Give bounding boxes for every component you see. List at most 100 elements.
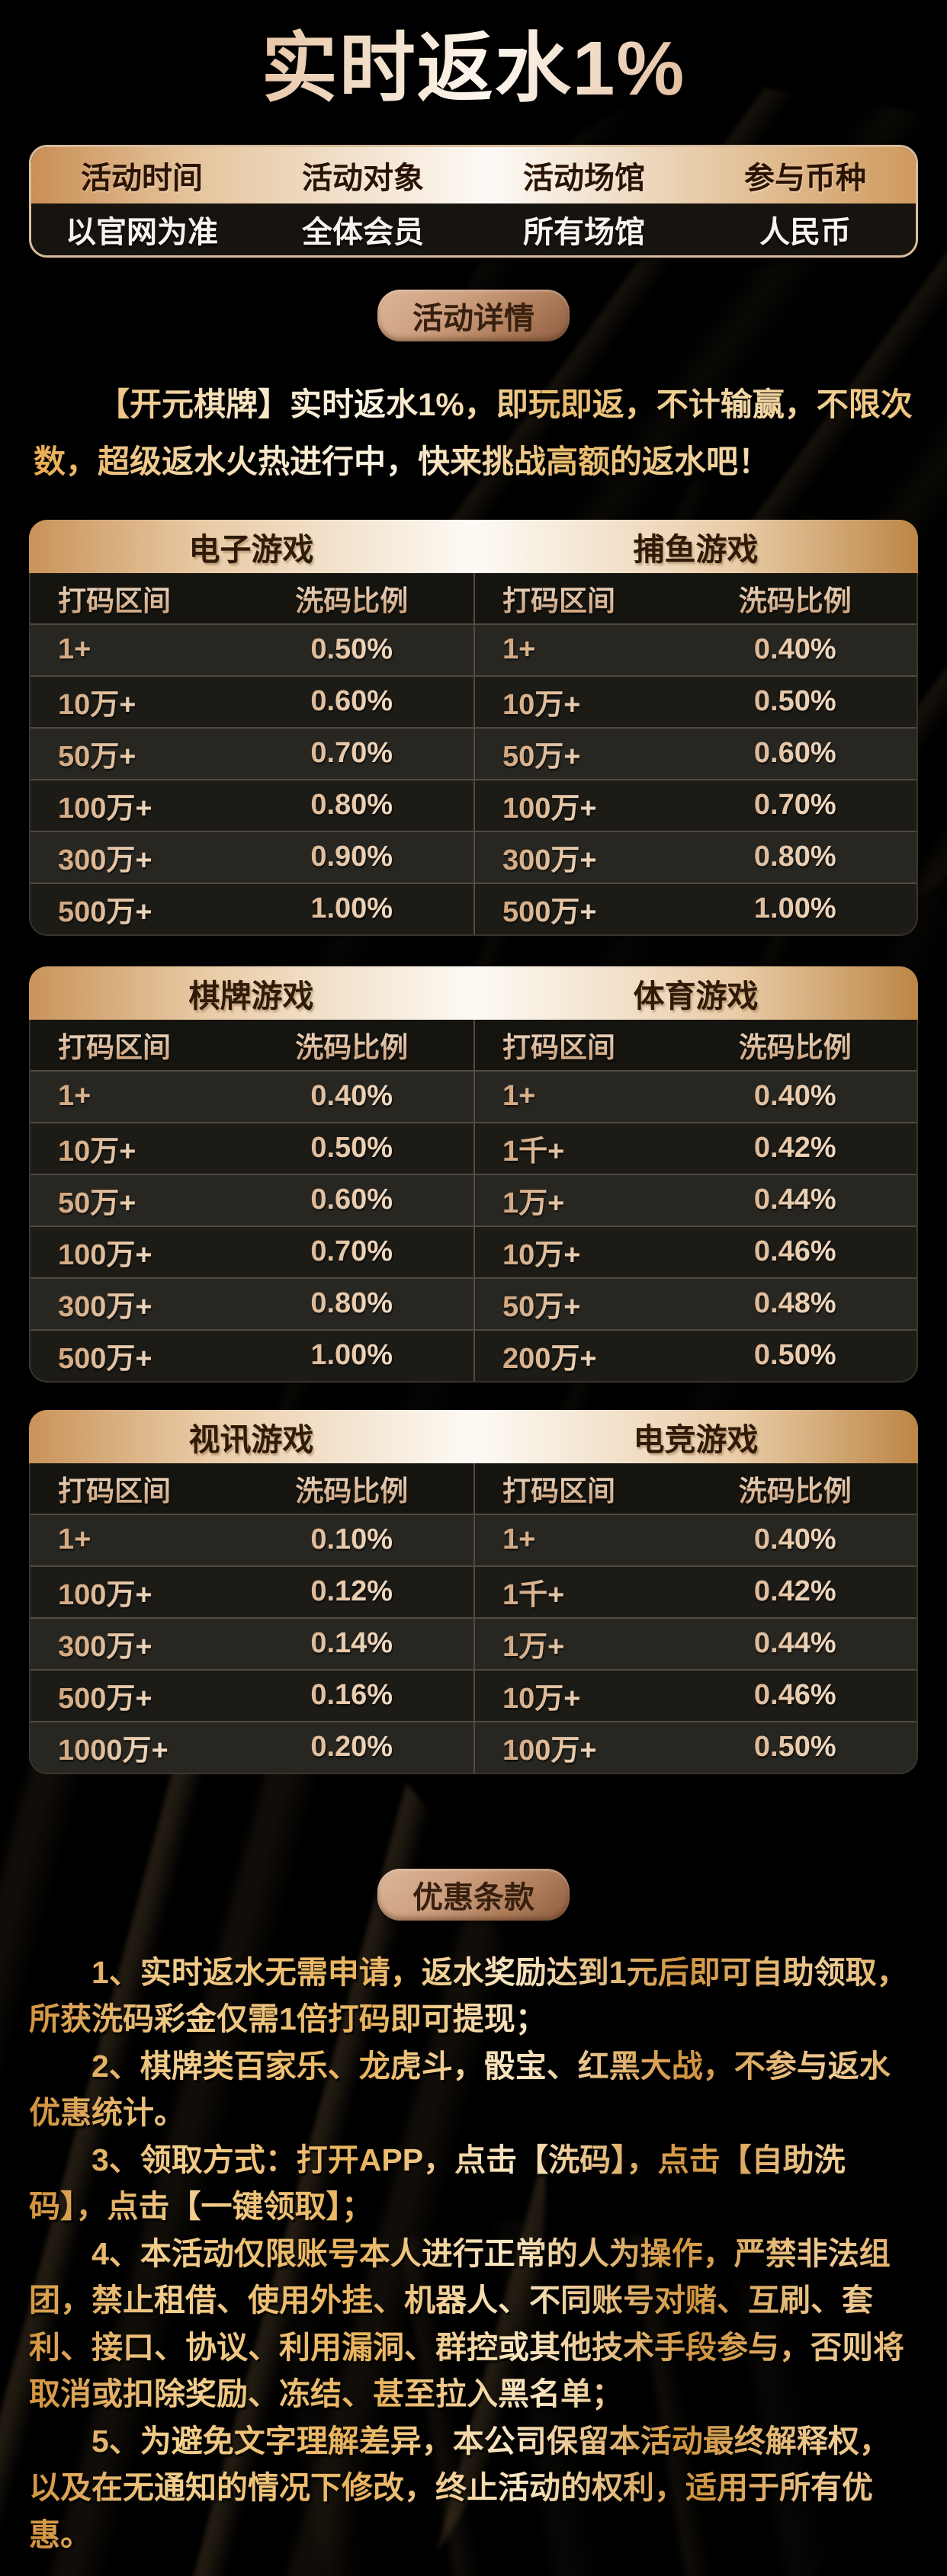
wager-range-header: 打码区间 xyxy=(475,1468,674,1509)
rate-row: 100万+ 0.70% xyxy=(30,1225,474,1277)
rebate-ratio-header: 洗码比例 xyxy=(230,1024,474,1065)
wager-range-header: 打码区间 xyxy=(475,1024,674,1065)
column-header-row: 打码区间 洗码比例 xyxy=(30,1019,474,1070)
rate-row: 1万+ 0.44% xyxy=(475,1173,917,1226)
rebate-ratio-cell: 1.00% xyxy=(230,1339,474,1372)
rate-row: 50万+ 0.70% xyxy=(30,726,474,779)
wager-range-cell: 500万+ xyxy=(30,1674,230,1716)
column-header-row: 打码区间 洗码比例 xyxy=(475,572,917,623)
game-title: 电子游戏 xyxy=(188,531,314,567)
rebate-ratio-cell: 0.10% xyxy=(230,1523,474,1556)
wager-range-header: 打码区间 xyxy=(30,1024,230,1065)
rebate-ratio-cell: 0.50% xyxy=(230,633,474,666)
wager-range-cell: 300万+ xyxy=(475,836,674,878)
rebate-ratio-cell: 0.40% xyxy=(674,1523,917,1556)
rate-row: 500万+ 1.00% xyxy=(30,1328,474,1381)
rate-row: 50万+ 0.60% xyxy=(475,726,917,779)
rate-row: 1千+ 0.42% xyxy=(475,1121,917,1174)
rebate-ratio-cell: 0.60% xyxy=(230,1184,474,1216)
rate-row: 1+ 0.10% xyxy=(30,1513,474,1565)
wager-range-cell: 500万+ xyxy=(30,888,230,930)
activity-description: 【开元棋牌】实时返水1%，即玩即返，不计输赢，不限次数，超级返水火热进行中，快来… xyxy=(34,376,913,491)
info-header-cell: 参与币种 xyxy=(744,162,866,195)
rebate-ratio-header: 洗码比例 xyxy=(230,1468,474,1509)
rate-half: 打码区间 洗码比例 1+ 0.40% 1千+ 0.42% 1万+ 0.44% 10万+ 0.46%… xyxy=(474,1463,917,1773)
rate-row: 50万+ 0.60% xyxy=(30,1173,474,1226)
terms-item: 2、棋牌类百家乐、龙虎斗，骰宝、红黑大战，不参与返水优惠统计。 xyxy=(29,2043,918,2137)
rebate-ratio-cell: 0.46% xyxy=(674,1679,917,1712)
rate-row: 1+ 0.40% xyxy=(475,623,917,675)
wager-range-cell: 50万+ xyxy=(475,732,674,774)
rebate-ratio-cell: 0.50% xyxy=(230,1132,474,1165)
game-title: 捕鱼游戏 xyxy=(633,531,759,567)
rate-row: 50万+ 0.48% xyxy=(475,1277,917,1329)
wager-range-cell: 100万+ xyxy=(30,1571,230,1613)
wager-range-cell: 300万+ xyxy=(30,836,230,878)
rate-table-body: 打码区间 洗码比例 1+ 0.10% 100万+ 0.12% 300万+ 0.14% 500万+… xyxy=(29,1463,918,1774)
rebate-ratio-cell: 0.60% xyxy=(230,685,474,718)
wager-range-cell: 1+ xyxy=(475,1080,674,1113)
details-badge-label: 活动详情 xyxy=(413,302,534,335)
terms-item: 3、领取方式：打开APP，点击【洗码】，点击【自助洗码】，点击【一键领取】； xyxy=(29,2137,918,2231)
rate-half: 打码区间 洗码比例 1+ 0.40% 10万+ 0.50% 50万+ 0.60% 100万+ 0.… xyxy=(474,572,917,934)
rebate-ratio-cell: 0.70% xyxy=(674,789,917,822)
rebate-ratio-cell: 0.48% xyxy=(674,1287,917,1320)
rebate-ratio-cell: 1.00% xyxy=(674,892,917,925)
wager-range-cell: 1千+ xyxy=(475,1571,674,1613)
rebate-ratio-cell: 0.40% xyxy=(674,633,917,666)
info-header-cell: 活动时间 xyxy=(81,162,203,195)
rebate-ratio-header: 洗码比例 xyxy=(230,578,474,619)
wager-range-cell: 50万+ xyxy=(30,732,230,774)
rate-row: 10万+ 0.46% xyxy=(475,1225,917,1277)
rebate-ratio-cell: 0.60% xyxy=(674,737,917,770)
wager-range-cell: 10万+ xyxy=(30,1127,230,1169)
rate-row: 10万+ 0.60% xyxy=(30,674,474,727)
info-value-cell: 以官网为准 xyxy=(66,216,218,249)
terms-list: 1、实时返水无需申请，返水奖励达到1元后即可自助领取，所获洗码彩金仅需1倍打码即… xyxy=(0,1950,947,2559)
details-badge: 活动详情 xyxy=(377,290,570,341)
wager-range-cell: 500万+ xyxy=(30,1334,230,1376)
rate-row: 100万+ 0.50% xyxy=(475,1720,917,1773)
rate-row: 100万+ 0.70% xyxy=(475,778,917,831)
terms-item: 1、实时返水无需申请，返水奖励达到1元后即可自助领取，所获洗码彩金仅需1倍打码即… xyxy=(29,1950,918,2043)
rate-half: 打码区间 洗码比例 1+ 0.10% 100万+ 0.12% 300万+ 0.14% 500万+… xyxy=(30,1463,474,1773)
rebate-ratio-cell: 0.80% xyxy=(674,841,917,873)
rate-row: 1+ 0.50% xyxy=(30,623,474,675)
wager-range-cell: 1+ xyxy=(30,1523,230,1556)
rate-tables: 电子游戏 捕鱼游戏 打码区间 洗码比例 1+ 0.50% 10万+ 0.60% 50万+ 0.70… xyxy=(0,519,947,1774)
rate-row: 100万+ 0.12% xyxy=(30,1565,474,1617)
wager-range-cell: 50万+ xyxy=(475,1283,674,1325)
wager-range-cell: 1+ xyxy=(30,633,230,666)
rate-table-header-row: 视讯游戏 电竞游戏 xyxy=(29,1409,918,1463)
wager-range-header: 打码区间 xyxy=(475,578,674,619)
rebate-ratio-cell: 0.50% xyxy=(674,1339,917,1372)
wager-range-cell: 300万+ xyxy=(30,1623,230,1664)
wager-range-cell: 10万+ xyxy=(475,1231,674,1273)
game-title: 体育游戏 xyxy=(633,978,759,1014)
rebate-ratio-cell: 0.14% xyxy=(230,1627,474,1660)
rate-half: 打码区间 洗码比例 1+ 0.40% 1千+ 0.42% 1万+ 0.44% 10万+ 0.46%… xyxy=(474,1019,917,1381)
game-title: 视讯游戏 xyxy=(188,1421,314,1457)
wager-range-cell: 10万+ xyxy=(475,1674,674,1716)
column-header-row: 打码区间 洗码比例 xyxy=(475,1019,917,1070)
rebate-ratio-cell: 0.40% xyxy=(674,1080,917,1113)
terms-item: 4、本活动仅限账号本人进行正常的人为操作，严禁非法组团，禁止租借、使用外挂、机器… xyxy=(29,2231,918,2418)
rate-table-body: 打码区间 洗码比例 1+ 0.50% 10万+ 0.60% 50万+ 0.70% 100万+ 0.… xyxy=(29,572,918,936)
rate-table-header-row: 棋牌游戏 体育游戏 xyxy=(29,966,918,1020)
rebate-ratio-cell: 0.80% xyxy=(230,1287,474,1320)
wager-range-cell: 1千+ xyxy=(475,1127,674,1169)
rate-half: 打码区间 洗码比例 1+ 0.50% 10万+ 0.60% 50万+ 0.70% 100万+ 0.… xyxy=(30,572,474,934)
rebate-ratio-cell: 0.90% xyxy=(230,841,474,873)
rebate-ratio-cell: 1.00% xyxy=(230,892,474,925)
terms-badge-label: 优惠条款 xyxy=(413,1880,534,1914)
rebate-ratio-cell: 0.44% xyxy=(674,1627,917,1660)
info-table-header-row: 活动时间 活动对象 活动场馆 参与币种 xyxy=(31,147,916,203)
rate-row: 200万+ 0.50% xyxy=(475,1328,917,1381)
terms-item: 5、为避免文字理解差异，本公司保留本活动最终解释权，以及在无通知的情况下修改，终… xyxy=(29,2418,918,2559)
wager-range-cell: 1万+ xyxy=(475,1623,674,1664)
column-header-row: 打码区间 洗码比例 xyxy=(475,1463,917,1514)
column-header-row: 打码区间 洗码比例 xyxy=(30,1463,474,1514)
rate-row: 300万+ 0.14% xyxy=(30,1616,474,1669)
info-value-cell: 全体会员 xyxy=(302,216,424,249)
rate-row: 1000万+ 0.20% xyxy=(30,1720,474,1773)
